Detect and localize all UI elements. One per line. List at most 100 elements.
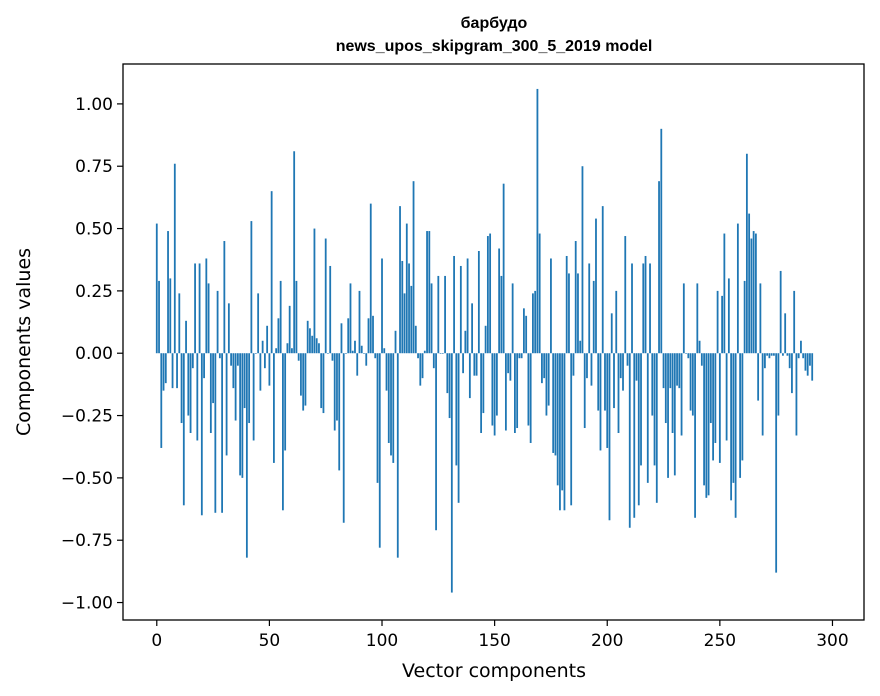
bar-277 bbox=[779, 270, 782, 354]
bar-89 bbox=[356, 353, 359, 376]
bar-157 bbox=[509, 353, 512, 381]
bar-237 bbox=[689, 353, 692, 411]
bar-228 bbox=[669, 353, 672, 389]
x-axis-ticks: 0 50 100 150 200 250 300 bbox=[151, 620, 849, 651]
bar-150 bbox=[493, 353, 496, 436]
bar-283 bbox=[793, 290, 796, 354]
bar-244 bbox=[705, 353, 708, 498]
bar-291 bbox=[811, 353, 814, 381]
bar-218 bbox=[646, 353, 649, 483]
bar-212 bbox=[633, 353, 636, 518]
bar-79 bbox=[333, 353, 336, 431]
bar-117 bbox=[419, 353, 422, 386]
bar-16 bbox=[191, 353, 194, 369]
bar-230 bbox=[673, 353, 676, 476]
bar-236 bbox=[687, 353, 690, 359]
bar-241 bbox=[698, 340, 701, 354]
bar-20 bbox=[200, 353, 203, 516]
bar-120 bbox=[426, 231, 428, 354]
bar-223 bbox=[658, 181, 660, 354]
bar-187 bbox=[577, 273, 579, 354]
bar-30 bbox=[223, 241, 226, 354]
bar-71 bbox=[315, 338, 318, 354]
bar-124 bbox=[435, 353, 437, 531]
bar-201 bbox=[608, 353, 611, 521]
bar-139 bbox=[468, 353, 471, 399]
bar-189 bbox=[581, 166, 584, 354]
bar-116 bbox=[417, 353, 419, 359]
bar-74 bbox=[322, 353, 325, 414]
bar-128 bbox=[444, 275, 446, 354]
y-tick-label: −1.00 bbox=[61, 594, 113, 614]
bar-169 bbox=[536, 88, 539, 354]
bar-179 bbox=[559, 353, 561, 511]
bar-106 bbox=[394, 330, 397, 354]
bar-36 bbox=[236, 353, 239, 366]
bar-206 bbox=[619, 353, 622, 379]
bar-259 bbox=[739, 353, 742, 478]
bar-134 bbox=[457, 353, 460, 503]
chart-title: барбудо bbox=[461, 15, 528, 32]
bar-123 bbox=[432, 353, 435, 369]
bar-127 bbox=[441, 353, 444, 354]
bar-108 bbox=[399, 206, 401, 354]
bar-281 bbox=[788, 353, 791, 369]
bar-184 bbox=[570, 353, 573, 506]
bar-240 bbox=[696, 283, 699, 354]
bar-119 bbox=[423, 350, 426, 354]
bar-126 bbox=[439, 353, 442, 354]
bar-114 bbox=[412, 181, 415, 354]
bar-279 bbox=[784, 313, 787, 354]
bar-58 bbox=[286, 343, 289, 354]
bar-41 bbox=[248, 353, 251, 424]
bar-130 bbox=[448, 353, 451, 419]
bar-220 bbox=[651, 353, 654, 416]
bar-222 bbox=[655, 353, 658, 503]
bar-256 bbox=[732, 353, 735, 483]
bar-196 bbox=[597, 353, 600, 411]
bar-21 bbox=[203, 353, 205, 379]
bar-177 bbox=[554, 353, 557, 456]
bar-86 bbox=[349, 283, 352, 354]
bar-188 bbox=[579, 340, 582, 354]
bar-51 bbox=[270, 191, 273, 354]
bar-260 bbox=[741, 353, 744, 461]
bar-22 bbox=[205, 258, 208, 354]
y-tick-label: 1.00 bbox=[75, 95, 113, 115]
bar-170 bbox=[538, 233, 541, 354]
bar-64 bbox=[300, 353, 302, 396]
x-tick-label: 200 bbox=[591, 631, 623, 651]
bar-266 bbox=[754, 233, 757, 354]
bar-242 bbox=[700, 353, 703, 366]
y-axis-label: Components values bbox=[13, 248, 35, 436]
bar-10 bbox=[178, 293, 181, 354]
bar-164 bbox=[525, 315, 528, 354]
bar-45 bbox=[257, 293, 260, 354]
y-tick-label: 0.25 bbox=[75, 282, 113, 302]
bar-42 bbox=[250, 221, 253, 354]
bar-98 bbox=[376, 353, 379, 483]
bar-221 bbox=[653, 353, 656, 466]
bar-72 bbox=[318, 343, 320, 354]
bar-248 bbox=[714, 353, 717, 443]
bar-135 bbox=[459, 265, 462, 354]
bar-88 bbox=[354, 340, 356, 354]
bar-152 bbox=[498, 248, 501, 354]
bar-32 bbox=[227, 303, 230, 354]
bar-38 bbox=[241, 353, 244, 478]
x-tick-label: 50 bbox=[259, 631, 281, 651]
bar-183 bbox=[568, 273, 570, 354]
bar-224 bbox=[660, 128, 663, 354]
bar-80 bbox=[336, 353, 338, 421]
bar-253 bbox=[725, 353, 728, 441]
bar-280 bbox=[786, 353, 789, 356]
bar-78 bbox=[331, 353, 334, 361]
bar-93 bbox=[365, 353, 368, 366]
bar-173 bbox=[545, 353, 548, 416]
x-tick-label: 250 bbox=[704, 631, 736, 651]
bar-202 bbox=[610, 313, 613, 354]
bar-270 bbox=[764, 353, 766, 369]
bar-148 bbox=[489, 233, 492, 354]
bar-199 bbox=[604, 353, 606, 411]
bar-205 bbox=[617, 353, 620, 433]
